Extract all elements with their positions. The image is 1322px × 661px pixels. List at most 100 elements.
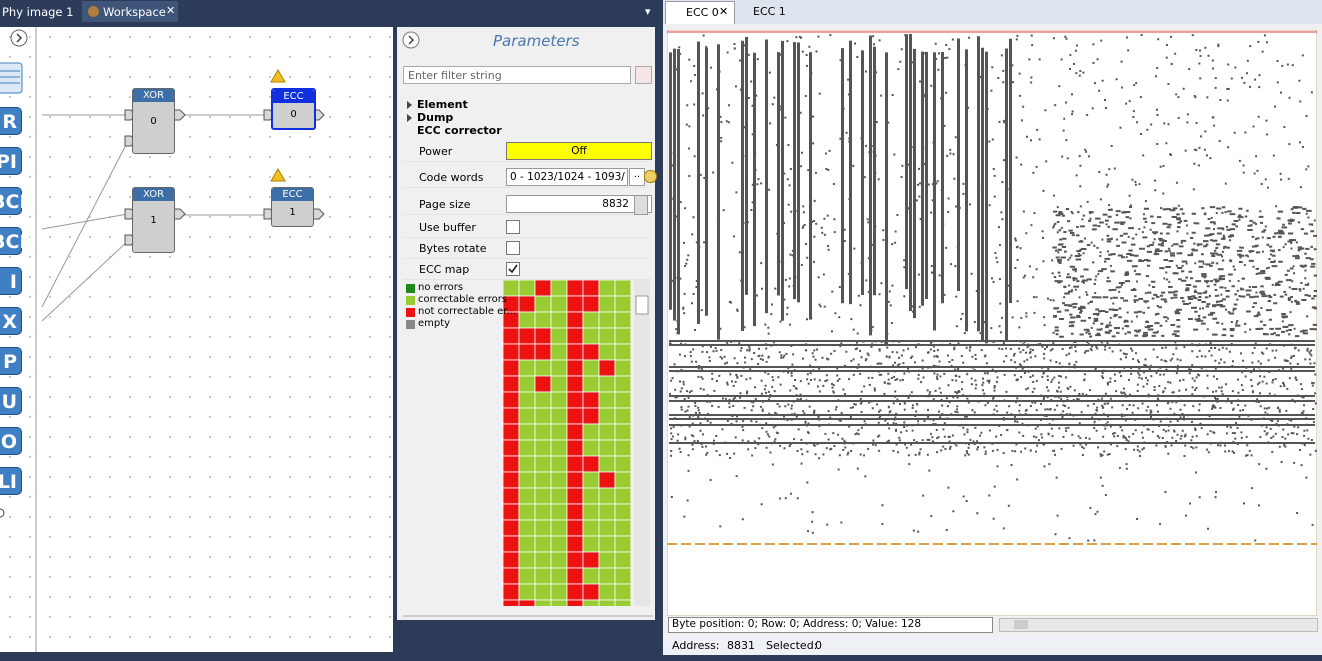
map-cell xyxy=(566,359,584,377)
map-cell xyxy=(598,280,616,297)
map-cell xyxy=(503,391,520,409)
thumb[interactable] xyxy=(1014,620,1028,629)
clear-filter[interactable] xyxy=(635,66,652,84)
map-cell xyxy=(503,551,520,569)
tool-button[interactable]: BCR xyxy=(0,187,34,215)
legend-swatch xyxy=(406,320,415,329)
node-label: 1 xyxy=(150,215,157,226)
map-cell xyxy=(518,327,536,345)
map-cell xyxy=(566,535,584,553)
dropdown[interactable]: ▾ xyxy=(645,5,651,18)
property-name: Use buffer xyxy=(419,221,476,234)
filter-input[interactable]: Enter filter string xyxy=(403,66,631,84)
tool-button[interactable]: BCH xyxy=(0,227,35,255)
scrollbar xyxy=(634,280,650,606)
map-cell xyxy=(582,487,600,505)
map-cell xyxy=(550,439,568,457)
collapse-btn[interactable] xyxy=(401,30,421,50)
property-row: Power Off xyxy=(403,141,652,162)
checkbox[interactable] xyxy=(506,241,520,255)
browse-button[interactable]: .. xyxy=(629,168,645,186)
map-cell xyxy=(614,391,632,409)
property-value[interactable]: 8832 xyxy=(506,195,652,213)
tool-button[interactable]: R xyxy=(0,107,22,135)
map-cell xyxy=(582,519,600,537)
property-value[interactable]: 0 - 1023/1024 - 1093/ xyxy=(506,168,628,186)
map-cell xyxy=(582,551,600,569)
tool-button[interactable]: P xyxy=(0,347,22,375)
panel-title: Parameters xyxy=(493,32,580,50)
label: Selected: xyxy=(766,639,818,652)
map-cell xyxy=(582,343,600,361)
legend-label: not correctable er... xyxy=(418,306,517,317)
node[interactable]: ECC 0 xyxy=(271,88,316,130)
tool-button[interactable]: I xyxy=(0,267,22,295)
map-cell xyxy=(566,519,584,537)
close[interactable]: ✕ xyxy=(719,5,729,18)
bulb[interactable] xyxy=(644,170,657,183)
tool-button[interactable]: O xyxy=(0,427,22,455)
map-cell xyxy=(614,375,632,393)
collapse-btn[interactable] xyxy=(10,29,28,47)
node-label: 0 xyxy=(290,109,297,120)
port xyxy=(173,109,186,121)
hscroll[interactable] xyxy=(999,618,1318,632)
map-cell xyxy=(503,503,520,521)
map-cell xyxy=(566,327,584,345)
close[interactable]: ✕ xyxy=(166,4,176,17)
group[interactable]: Element xyxy=(417,98,468,111)
spinner[interactable] xyxy=(634,195,648,215)
map-cell xyxy=(566,599,584,606)
map-cell xyxy=(582,455,600,473)
tab-active[interactable]: Workspace ✕ xyxy=(82,1,178,22)
label: Address: xyxy=(672,639,720,652)
map-cell xyxy=(566,583,584,601)
map-cell xyxy=(534,295,552,313)
map-cell xyxy=(534,311,552,329)
tool-button[interactable]: LI xyxy=(0,467,22,495)
node-label: 1 xyxy=(289,207,296,218)
tab[interactable]: Phy image 1 xyxy=(2,5,74,19)
tool-button[interactable]: PI xyxy=(0,147,22,175)
tool-button[interactable]: X xyxy=(0,307,22,335)
map-cell xyxy=(534,407,552,425)
map-cell xyxy=(582,375,600,393)
map-cell xyxy=(598,423,616,441)
wires xyxy=(0,27,325,652)
map-cell xyxy=(550,519,568,537)
tab-icon xyxy=(88,6,99,17)
map-cell xyxy=(550,407,568,425)
map-cell xyxy=(518,439,536,457)
group[interactable]: Dump xyxy=(417,111,454,124)
map-cell xyxy=(518,280,536,297)
property-value[interactable]: Off xyxy=(506,142,652,160)
list-icon[interactable] xyxy=(0,62,23,94)
node[interactable]: XOR 0 xyxy=(132,88,175,154)
map-cell xyxy=(598,455,616,473)
map-cell xyxy=(534,280,552,297)
map-cell xyxy=(614,551,632,569)
node[interactable]: ECC 1 xyxy=(271,187,314,227)
property-name: Code words xyxy=(419,171,484,184)
map-cell xyxy=(503,375,520,393)
node-title: XOR xyxy=(133,89,174,102)
map-cell xyxy=(566,455,584,473)
tree-arrow[interactable] xyxy=(407,114,412,122)
dump-pixels xyxy=(669,34,1317,542)
tab[interactable]: ECC 1 xyxy=(753,5,786,18)
map-cell xyxy=(614,519,632,537)
tree-arrow[interactable] xyxy=(407,101,412,109)
tab-active[interactable]: ECC 0 ✕ xyxy=(665,1,735,25)
map-cell xyxy=(503,455,520,473)
map-cell xyxy=(614,407,632,425)
node[interactable]: XOR 1 xyxy=(132,187,175,253)
status-field: Byte position: 0; Row: 0; Address: 0; Va… xyxy=(668,617,993,633)
checkbox[interactable] xyxy=(506,262,520,276)
map-cell xyxy=(518,551,536,569)
map-cell xyxy=(566,487,584,505)
group[interactable]: ECC corrector xyxy=(417,124,502,137)
map-cell xyxy=(550,471,568,489)
checkbox[interactable] xyxy=(506,220,520,234)
tool-button[interactable]: U xyxy=(0,387,22,415)
